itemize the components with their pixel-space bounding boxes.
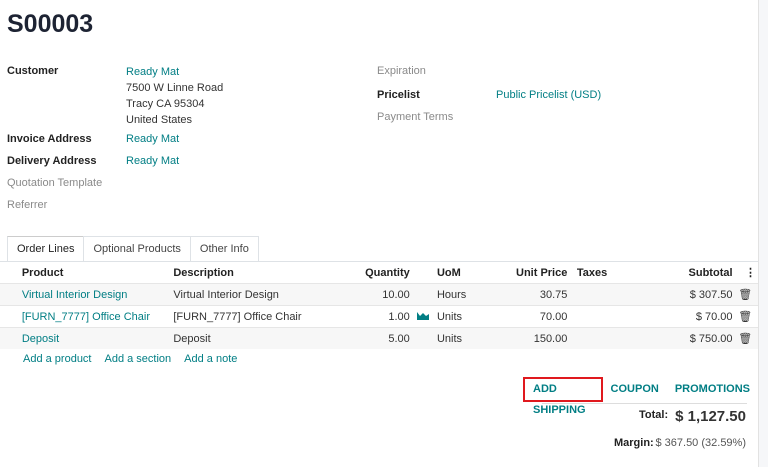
total-label: Total: (639, 409, 669, 421)
quantity-cell[interactable]: 1.00 (338, 305, 410, 328)
customer-address-line: 7500 W Linne Road (126, 82, 224, 94)
expiration-label: Expiration (377, 65, 426, 77)
trash-icon[interactable]: 🗑 (732, 283, 758, 306)
add-shipping-button[interactable]: ADD SHIPPING (523, 377, 603, 416)
add-section-link[interactable]: Add a section (104, 353, 172, 365)
quantity-cell[interactable]: 10.00 (338, 283, 410, 306)
delivery-address-label: Delivery Address (7, 155, 97, 167)
margin-label: Margin: (614, 437, 654, 449)
margin-value: $ 367.50 (32.59%) (655, 437, 746, 449)
trash-icon[interactable]: 🗑 (732, 305, 758, 328)
subtotal-cell: $ 70.00 (654, 305, 733, 328)
table-row[interactable]: Deposit Deposit 5.00 Units 150.00 $ 750.… (0, 327, 758, 349)
uom-cell[interactable]: Hours (436, 283, 496, 306)
taxes-cell[interactable] (576, 283, 655, 306)
quotation-template-label: Quotation Template (7, 177, 103, 189)
coupon-button[interactable]: COUPON (610, 383, 659, 395)
notebook-tabs: Order Lines Optional Products Other Info (7, 236, 259, 262)
total-value: $ 1,127.50 (675, 408, 746, 425)
customer-address-line: Tracy CA 95304 (126, 98, 205, 110)
side-panel-edge (759, 0, 768, 467)
unit-price-cell[interactable]: 30.75 (495, 283, 568, 306)
referrer-label: Referrer (7, 199, 48, 211)
uom-cell[interactable]: Units (436, 327, 496, 349)
forecast-chart-icon[interactable] (409, 305, 437, 328)
pricelist-field[interactable]: Public Pricelist (USD) (496, 89, 602, 101)
col-description[interactable]: Description (173, 266, 234, 279)
taxes-cell[interactable] (576, 305, 655, 328)
description-cell[interactable]: [FURN_7777] Office Chair (173, 305, 339, 328)
totals-divider (542, 403, 747, 404)
customer-name[interactable]: Ready Mat (126, 66, 180, 78)
product-cell[interactable]: Deposit (21, 327, 174, 349)
invoice-address-field[interactable]: Ready Mat (126, 133, 180, 145)
pricelist-label: Pricelist (377, 89, 420, 101)
customer-label: Customer (7, 65, 59, 77)
customer-address-line: United States (126, 114, 193, 126)
column-options-icon[interactable]: ⋮ (745, 267, 756, 279)
table-row[interactable]: Virtual Interior Design Virtual Interior… (0, 283, 758, 306)
order-lines-table: Product Description Quantity UoM Unit Pr… (0, 262, 758, 349)
table-row[interactable]: [FURN_7777] Office Chair [FURN_7777] Off… (0, 305, 758, 328)
col-unit-price[interactable]: Unit Price (516, 266, 568, 279)
unit-price-cell[interactable]: 150.00 (495, 327, 568, 349)
order-title: S00003 (7, 10, 94, 38)
col-quantity[interactable]: Quantity (365, 266, 410, 279)
promotions-button[interactable]: PROMOTIONS (674, 383, 750, 395)
description-cell[interactable]: Deposit (173, 327, 339, 349)
invoice-address-label: Invoice Address (7, 133, 92, 145)
tab-other-info[interactable]: Other Info (189, 236, 259, 262)
product-cell[interactable]: [FURN_7777] Office Chair (21, 305, 174, 328)
tab-divider (0, 261, 758, 262)
delivery-address-field[interactable]: Ready Mat (126, 155, 180, 167)
subtotal-cell: $ 307.50 (654, 283, 733, 306)
description-cell[interactable]: Virtual Interior Design (173, 283, 339, 306)
quantity-cell[interactable]: 5.00 (338, 327, 410, 349)
add-line-links: Add a product Add a section Add a note (23, 353, 237, 365)
add-product-link[interactable]: Add a product (23, 353, 92, 365)
col-subtotal[interactable]: Subtotal (688, 266, 733, 279)
table-header: Product Description Quantity UoM Unit Pr… (0, 262, 758, 284)
tab-optional-products[interactable]: Optional Products (83, 236, 191, 262)
order-actions: ADD SHIPPING COUPON PROMOTIONS (523, 377, 758, 416)
customer-field[interactable]: Ready Mat 7500 W Linne Road Tracy CA 953… (126, 64, 223, 128)
add-note-link[interactable]: Add a note (184, 353, 238, 365)
col-taxes[interactable]: Taxes (576, 266, 608, 279)
col-product[interactable]: Product (21, 266, 64, 279)
payment-terms-label: Payment Terms (377, 111, 454, 123)
trash-icon[interactable]: 🗑 (732, 327, 758, 349)
col-uom[interactable]: UoM (436, 266, 461, 279)
tab-order-lines[interactable]: Order Lines (7, 236, 85, 262)
unit-price-cell[interactable]: 70.00 (495, 305, 568, 328)
uom-cell[interactable]: Units (436, 305, 496, 328)
subtotal-cell: $ 750.00 (654, 327, 733, 349)
product-cell[interactable]: Virtual Interior Design (21, 283, 174, 306)
taxes-cell[interactable] (576, 327, 655, 349)
